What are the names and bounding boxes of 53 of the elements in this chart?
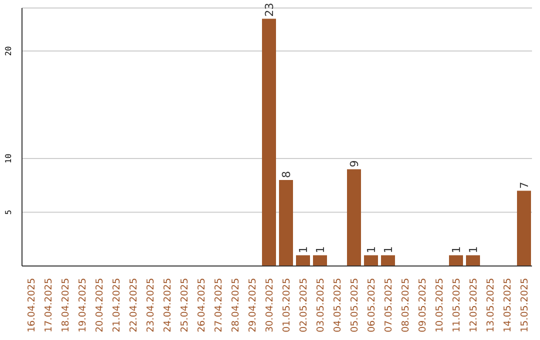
x-tick-label: 15.05.2025 xyxy=(520,278,530,332)
bar xyxy=(347,169,361,266)
data-label: 7 xyxy=(518,182,531,189)
data-label: 1 xyxy=(467,246,480,254)
bar xyxy=(313,255,327,266)
x-tick-label: 16.04.2025 xyxy=(26,278,38,332)
x-tick-label: 24.04.2025 xyxy=(162,278,174,332)
x-tick-label: 01.05.2025 xyxy=(282,278,292,332)
bar xyxy=(381,255,395,266)
bar xyxy=(466,255,480,266)
x-tick-label: 20.04.2025 xyxy=(94,278,106,332)
x-tick-label: 06.05.2025 xyxy=(366,278,378,332)
x-tick-label: 08.05.2025 xyxy=(400,278,412,332)
x-tick-label: 26.04.2025 xyxy=(196,278,208,332)
data-label: 1 xyxy=(365,246,378,254)
x-tick-label: 18.04.2025 xyxy=(60,278,72,332)
x-tick-label: 19.04.2025 xyxy=(78,278,88,332)
x-tick-label: 14.05.2025 xyxy=(502,278,514,332)
bar xyxy=(517,190,531,266)
x-tick-label: 27.04.2025 xyxy=(214,278,224,332)
data-label: 1 xyxy=(450,246,463,254)
bar xyxy=(279,180,293,266)
x-tick-label: 17.04.2025 xyxy=(44,278,54,332)
x-tick-label: 03.05.2025 xyxy=(316,278,326,332)
x-tick-label: 28.04.2025 xyxy=(230,278,242,332)
x-tick-label: 11.05.2025 xyxy=(452,278,462,332)
data-label: 9 xyxy=(348,160,361,168)
bar xyxy=(449,255,463,266)
x-tick-label: 09.05.2025 xyxy=(418,278,428,332)
x-tick-label: 25.04.2025 xyxy=(180,278,190,332)
x-tick-label: 21.04.2025 xyxy=(112,278,122,332)
data-label: 8 xyxy=(280,171,293,178)
x-tick-label: 07.05.2025 xyxy=(384,278,394,332)
x-tick-label: 30.04.2025 xyxy=(264,278,276,332)
data-label: 1 xyxy=(314,246,327,254)
x-tick-label: 13.05.2025 xyxy=(486,278,496,332)
x-tick-label: 05.05.2025 xyxy=(350,278,360,332)
y-tick-label: 10 xyxy=(4,154,13,164)
data-label: 23 xyxy=(263,2,276,17)
bar xyxy=(296,255,310,266)
x-tick-label: 29.04.2025 xyxy=(248,278,258,332)
x-tick-label: 23.04.2025 xyxy=(146,278,156,332)
x-tick-label: 12.05.2025 xyxy=(468,278,480,332)
y-tick-label: 20 xyxy=(4,46,13,56)
x-tick-label: 22.04.2025 xyxy=(128,278,140,332)
bar xyxy=(364,255,378,266)
data-label: 1 xyxy=(297,246,310,254)
y-tick-label: 5 xyxy=(4,210,13,215)
x-tick-label: 04.05.2025 xyxy=(332,278,344,332)
bar xyxy=(262,18,276,266)
x-tick-label: 10.05.2025 xyxy=(434,278,446,332)
data-label: 1 xyxy=(382,246,395,254)
x-tick-label: 02.05.2025 xyxy=(298,278,310,332)
